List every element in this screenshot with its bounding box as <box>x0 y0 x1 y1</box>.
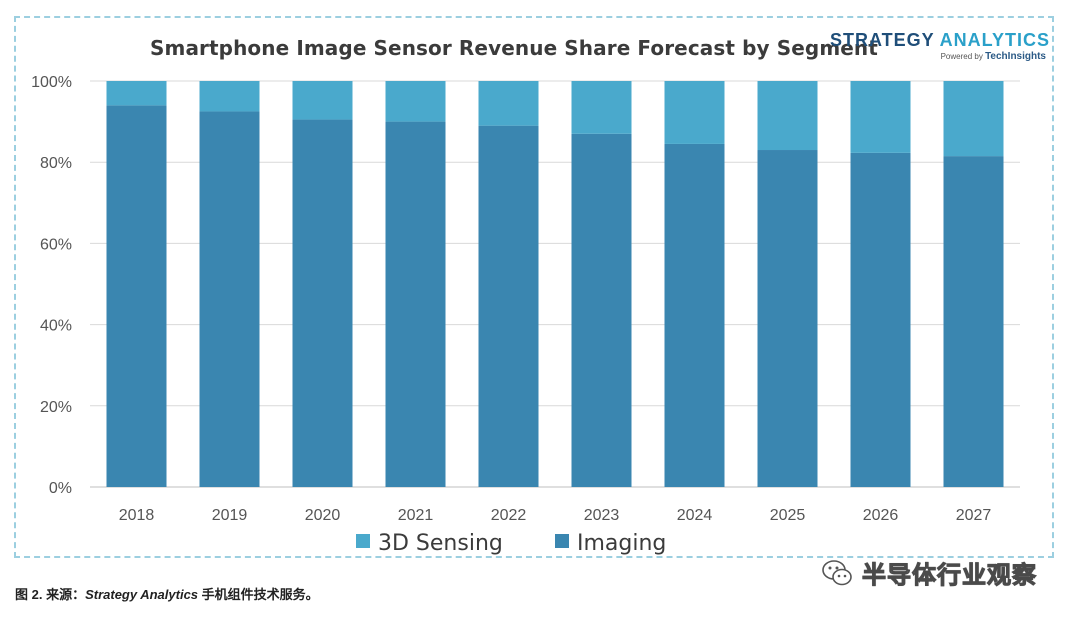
bar-3d-sensing <box>106 81 167 106</box>
watermark-text: 半导体行业观察 <box>862 561 1037 590</box>
x-tick-label: 2020 <box>305 507 341 524</box>
bar-3d-sensing <box>199 81 260 112</box>
bar-imaging <box>757 150 818 487</box>
bar-3d-sensing <box>478 81 539 126</box>
legend-swatch <box>555 534 569 548</box>
legend-label: Imaging <box>577 531 666 556</box>
brand-name: STRATEGY ANALYTICS <box>795 30 1050 50</box>
y-tick-label: 60% <box>40 236 72 253</box>
bar-3d-sensing <box>664 81 725 144</box>
bar-imaging <box>943 156 1004 488</box>
brand-name-part2: ANALYTICS <box>939 30 1050 50</box>
bar-imaging <box>199 111 260 487</box>
watermark: 半导体行业观察 <box>820 555 1037 590</box>
bar-imaging <box>571 133 632 487</box>
bar-3d-sensing <box>292 81 353 120</box>
figure-caption: 图 2. 来源：Strategy Analytics 手机组件技术服务。 <box>15 584 319 603</box>
bar-imaging <box>106 105 167 488</box>
y-tick-label: 20% <box>40 399 72 416</box>
bar-3d-sensing <box>385 81 446 122</box>
y-tick-label: 80% <box>40 155 72 172</box>
x-tick-label: 2027 <box>956 507 992 524</box>
bar-3d-sensing <box>943 81 1004 157</box>
wechat-icon <box>822 559 852 585</box>
x-tick-label: 2025 <box>770 507 806 524</box>
brand-powered-name: TechInsights <box>985 51 1046 62</box>
bar-3d-sensing <box>571 81 632 134</box>
brand-powered-prefix: Powered by <box>940 52 983 61</box>
caption-source: Strategy Analytics <box>85 587 199 602</box>
brand-logo: STRATEGY ANALYTICS Powered by TechInsigh… <box>795 30 1050 62</box>
x-tick-label: 2026 <box>863 507 899 524</box>
bar-3d-sensing <box>850 81 911 153</box>
legend-label: 3D Sensing <box>378 531 503 556</box>
legend-swatch <box>356 534 370 548</box>
bar-imaging <box>664 143 725 487</box>
x-tick-label: 2024 <box>677 507 713 524</box>
brand-powered-by: Powered by TechInsights <box>795 51 1046 62</box>
bar-imaging <box>850 152 911 487</box>
y-tick-label: 0% <box>49 480 72 497</box>
x-tick-label: 2021 <box>398 507 434 524</box>
x-tick-label: 2018 <box>119 507 155 524</box>
x-tick-label: 2022 <box>491 507 527 524</box>
caption-prefix: 图 2. 来源： <box>15 587 86 602</box>
caption-suffix: 手机组件技术服务。 <box>198 587 319 602</box>
bar-3d-sensing <box>757 81 818 151</box>
bar-imaging <box>292 119 353 487</box>
bar-imaging <box>478 125 539 487</box>
x-tick-label: 2023 <box>584 507 620 524</box>
brand-name-part1: STRATEGY <box>829 30 935 50</box>
y-tick-label: 100% <box>31 74 72 91</box>
bar-imaging <box>385 121 446 487</box>
y-tick-label: 40% <box>40 318 72 335</box>
chart-title: Smartphone Image Sensor Revenue Share Fo… <box>150 36 878 60</box>
x-tick-label: 2019 <box>212 507 248 524</box>
